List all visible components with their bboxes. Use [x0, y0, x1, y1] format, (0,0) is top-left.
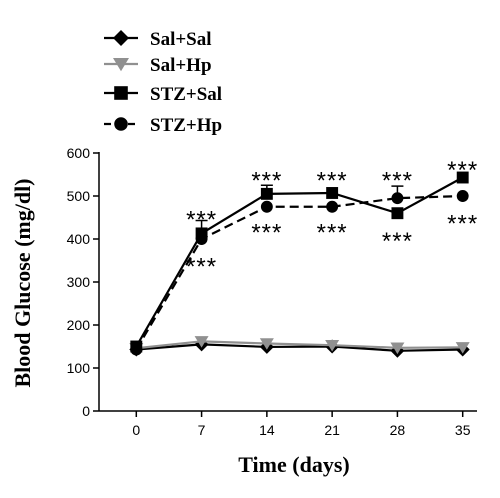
- significance-label: ***: [186, 206, 217, 233]
- x-tick-label: 7: [198, 422, 206, 438]
- legend-label: STZ+Sal: [150, 84, 222, 105]
- data-point: [326, 187, 339, 199]
- significance-label: ***: [447, 157, 478, 184]
- data-point: [325, 339, 340, 352]
- significance-label: ***: [382, 168, 413, 195]
- legend-label: Sal+Hp: [150, 55, 212, 76]
- legend-item: Sal+Sal: [104, 29, 212, 50]
- significance-label: ***: [251, 219, 282, 246]
- x-tick-label: 35: [455, 422, 471, 438]
- legend-marker: [114, 86, 128, 100]
- series-stz-hp: [130, 185, 469, 356]
- series-group: [129, 171, 470, 358]
- data-point: [194, 336, 209, 348]
- x-tick-label: 14: [259, 422, 275, 438]
- data-point: [456, 171, 469, 184]
- legend-label: Sal+Sal: [150, 29, 212, 50]
- y-tick-label: 200: [67, 317, 91, 333]
- x-tick-label: 0: [132, 422, 140, 438]
- legend-label: STZ+Hp: [150, 115, 222, 136]
- data-point: [195, 233, 208, 245]
- legend-marker: [113, 58, 129, 72]
- series-line: [135, 176, 464, 348]
- significance-label: ***: [317, 219, 348, 246]
- significance-annotations: *** *** *** *** *** *** *** *** *** ***: [186, 157, 478, 281]
- data-point: [391, 192, 404, 205]
- legend-item: Sal+Hp: [104, 55, 212, 76]
- data-point: [456, 190, 469, 202]
- legend-marker: [113, 30, 129, 46]
- data-point: [260, 200, 273, 213]
- significance-label: ***: [251, 168, 282, 195]
- axes: 0 100 200 300 400 500 600 0 7 14 21 28 35: [67, 145, 477, 438]
- legend-marker: [114, 117, 128, 131]
- x-tick-label: 21: [324, 422, 340, 438]
- legend: Sal+Sal Sal+Hp STZ+Sal STZ+Hp: [104, 29, 222, 136]
- series-stz-sal: [130, 171, 469, 353]
- y-tick-label: 400: [67, 231, 91, 247]
- y-tick-label: 500: [67, 188, 91, 204]
- data-point: [455, 342, 470, 354]
- legend-item: STZ+Hp: [104, 115, 222, 136]
- y-tick-label: 0: [82, 403, 90, 419]
- y-tick-label: 300: [67, 274, 91, 290]
- y-tick-label: 100: [67, 360, 91, 376]
- significance-label: ***: [317, 168, 348, 195]
- y-axis-label: Blood Glucose (mg/dl): [10, 178, 35, 387]
- data-point: [130, 343, 143, 356]
- data-point: [260, 187, 273, 200]
- significance-label: ***: [382, 228, 413, 255]
- series-line: [136, 343, 463, 352]
- y-tick-label: 600: [67, 145, 91, 161]
- legend-item: STZ+Sal: [104, 84, 222, 105]
- data-point: [326, 200, 339, 213]
- x-axis-label: Time (days): [238, 452, 349, 477]
- x-tick-label: 28: [390, 422, 406, 438]
- significance-label: ***: [447, 211, 478, 238]
- data-point: [259, 338, 274, 350]
- series-line: [135, 194, 463, 351]
- series-line: [136, 340, 463, 350]
- significance-label: ***: [186, 254, 217, 281]
- data-point: [390, 342, 405, 355]
- data-point: [391, 207, 404, 220]
